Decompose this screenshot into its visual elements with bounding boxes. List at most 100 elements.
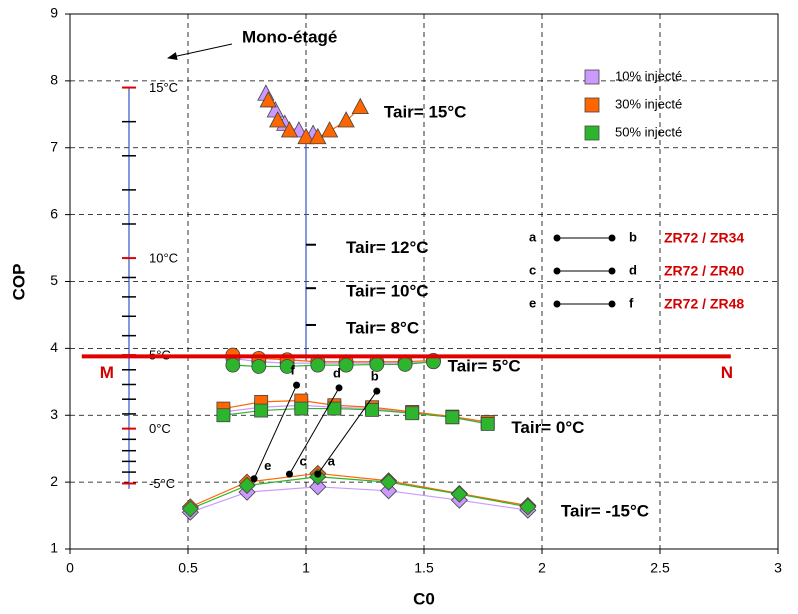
link-legend-letter: f (629, 295, 634, 310)
link-letter: e (264, 458, 271, 473)
x-tick-label: 2.5 (650, 560, 670, 576)
marker (254, 403, 269, 418)
marker (380, 482, 398, 500)
marker (216, 408, 231, 423)
marker (297, 127, 315, 145)
x-tick-label: 0 (66, 560, 74, 576)
marker (280, 121, 299, 138)
marker (310, 357, 326, 373)
link-point (250, 475, 258, 483)
y-tick-label: 5 (50, 272, 58, 288)
annotation-arrow (167, 43, 233, 60)
plot-frame (69, 13, 779, 550)
link-legend-label: ZR72 / ZR40 (664, 263, 744, 279)
marker (181, 500, 199, 518)
y-tick-label: 8 (50, 72, 58, 88)
group-label: Tair= 15°C (384, 102, 467, 121)
temperature-label: 15°C (149, 80, 178, 95)
y-tick-label: 7 (50, 138, 58, 154)
marker (259, 91, 277, 108)
temperature-label: 0°C (149, 421, 171, 436)
link-letter: f (291, 363, 296, 378)
legend-swatch (584, 125, 600, 141)
series-line (190, 472, 528, 508)
y-tick-label: 9 (50, 5, 58, 21)
y-tick-label: 2 (50, 473, 58, 489)
link-line (317, 390, 378, 475)
marker (320, 121, 339, 138)
link-point (285, 470, 293, 478)
link-legend-letter: d (629, 262, 637, 277)
link-letter: b (371, 369, 379, 384)
link-line (289, 387, 340, 475)
reference-label: M (100, 363, 114, 382)
legend-swatch (584, 69, 600, 85)
marker (337, 111, 355, 128)
series-line (190, 486, 528, 513)
marker (269, 111, 287, 128)
link-legend-letter: c (529, 262, 536, 277)
marker (309, 478, 327, 496)
link-legend-point (553, 267, 561, 275)
link-point (314, 470, 322, 478)
y-tick-label: 1 (50, 540, 58, 556)
y-tick-label: 4 (50, 339, 58, 355)
marker (338, 357, 354, 373)
marker (365, 402, 379, 417)
y-tick-label: 3 (50, 406, 58, 422)
link-legend-point (608, 267, 616, 275)
marker (405, 406, 420, 421)
link-legend-point (553, 300, 561, 308)
legend-label: 50% injecté (615, 124, 682, 139)
marker (397, 357, 413, 372)
marker (294, 401, 309, 416)
marker (279, 359, 295, 374)
x-tick-label: 3 (774, 560, 782, 576)
link-legend-letter: a (529, 229, 537, 244)
link-legend-letter: b (629, 229, 637, 244)
link-legend-label: ZR72 / ZR34 (664, 230, 744, 246)
link-legend-point (553, 234, 561, 242)
link-legend-label: ZR72 / ZR48 (664, 296, 744, 312)
x-axis-label: C0 (413, 589, 435, 608)
y-axis-label: COP (9, 264, 28, 301)
link-line (253, 384, 298, 479)
group-label: Tair= 5°C (448, 357, 521, 376)
group-label: Tair= 0°C (511, 418, 584, 437)
inner-scale-label: Tair= 8°C (346, 318, 419, 337)
legend-label: 10% injecté (615, 68, 682, 83)
marker (351, 97, 369, 115)
marker (327, 401, 342, 416)
legend-swatch (584, 97, 600, 113)
x-tick-label: 1.5 (414, 560, 434, 576)
marker (380, 473, 398, 491)
link-legend-point (608, 300, 616, 308)
annotation: Mono-étagé (242, 27, 337, 46)
inner-scale-label: Tair= 12°C (346, 238, 429, 257)
reference-label: N (721, 363, 733, 382)
link-letter: c (299, 454, 306, 469)
marker (445, 410, 460, 425)
link-legend-point (608, 234, 616, 242)
link-letter: d (333, 365, 341, 380)
link-point (373, 387, 381, 395)
link-letter: a (328, 454, 336, 469)
x-tick-label: 0.5 (178, 560, 198, 576)
temperature-label: 10°C (149, 251, 178, 266)
series-line (190, 476, 528, 510)
link-point (293, 381, 301, 389)
link-point (335, 384, 343, 392)
marker (480, 417, 495, 431)
marker (238, 476, 256, 495)
inner-scale-label: Tair= 10°C (346, 282, 429, 301)
marker (450, 485, 468, 503)
group-label: Tair= -15°C (561, 502, 649, 521)
marker (251, 359, 267, 374)
x-tick-label: 2 (538, 560, 546, 576)
legend-label: 30% injecté (615, 96, 682, 111)
marker (519, 498, 537, 516)
x-tick-label: 1 (302, 560, 310, 576)
temperature-label: -5°C (149, 476, 175, 491)
link-legend-letter: e (529, 295, 536, 310)
